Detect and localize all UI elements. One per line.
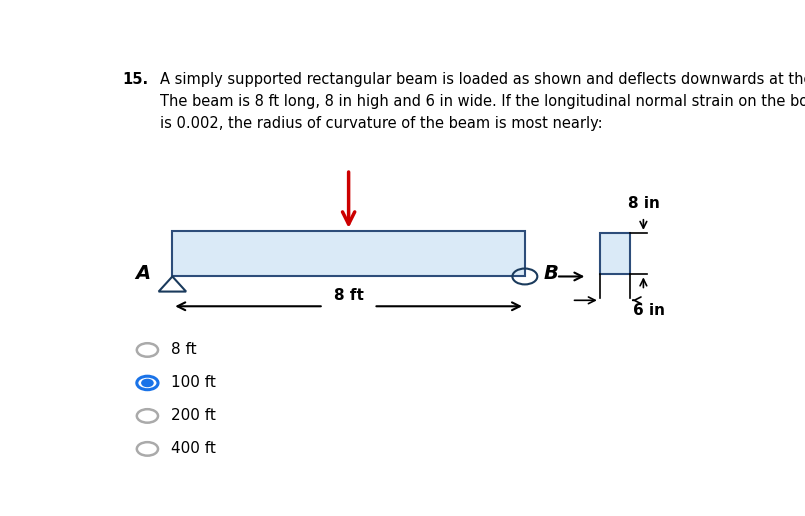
Text: 8 in: 8 in — [628, 196, 659, 211]
Text: 15.: 15. — [122, 72, 149, 87]
Text: is 0.002, the radius of curvature of the beam is most nearly:: is 0.002, the radius of curvature of the… — [160, 116, 602, 131]
Bar — [172, 231, 525, 277]
Text: 200 ft: 200 ft — [171, 409, 216, 424]
Bar — [600, 233, 630, 275]
Text: 8 ft: 8 ft — [334, 288, 364, 303]
Text: B: B — [543, 264, 559, 283]
Circle shape — [142, 379, 153, 386]
Text: 400 ft: 400 ft — [171, 441, 216, 457]
Text: 8 ft: 8 ft — [171, 343, 196, 358]
Text: A simply supported rectangular beam is loaded as shown and deflects downwards at: A simply supported rectangular beam is l… — [160, 72, 805, 87]
Text: The beam is 8 ft long, 8 in high and 6 in wide. If the longitudinal normal strai: The beam is 8 ft long, 8 in high and 6 i… — [160, 94, 805, 109]
Text: 6 in: 6 in — [633, 303, 665, 318]
Text: 100 ft: 100 ft — [171, 376, 216, 391]
Text: A: A — [135, 264, 150, 283]
Circle shape — [137, 376, 158, 390]
